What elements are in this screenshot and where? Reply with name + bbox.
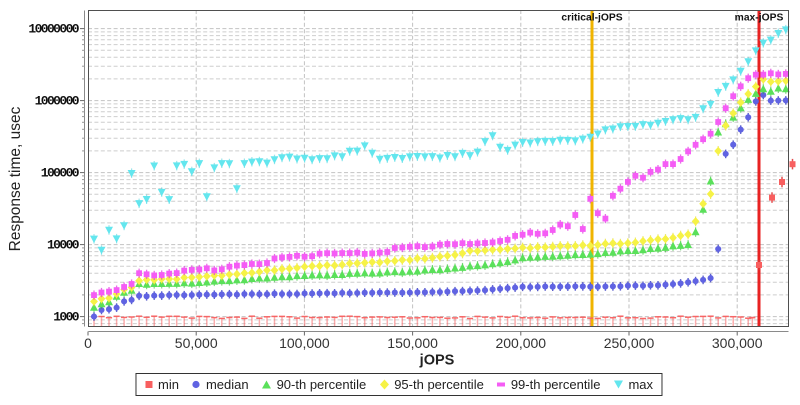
svg-text:0: 0 — [84, 335, 92, 351]
svg-text:1000: 1000 — [53, 310, 80, 325]
svg-text:1000000: 1000000 — [35, 94, 80, 109]
svg-text:300,000: 300,000 — [712, 335, 763, 351]
svg-text:10000: 10000 — [47, 238, 80, 253]
svg-text:100000: 100000 — [41, 166, 80, 181]
svg-text:critical-jOPS: critical-jOPS — [561, 12, 622, 23]
svg-text:100,000: 100,000 — [279, 335, 330, 351]
svg-text:max-jOPS: max-jOPS — [735, 12, 784, 23]
svg-text:Response time, usec: Response time, usec — [7, 106, 24, 251]
svg-text:50,000: 50,000 — [175, 335, 218, 351]
svg-text:150,000: 150,000 — [387, 335, 438, 351]
svg-text:250,000: 250,000 — [604, 335, 655, 351]
svg-text:200,000: 200,000 — [495, 335, 546, 351]
svg-text:jOPS: jOPS — [419, 353, 455, 369]
svg-text:10000000: 10000000 — [28, 22, 79, 37]
